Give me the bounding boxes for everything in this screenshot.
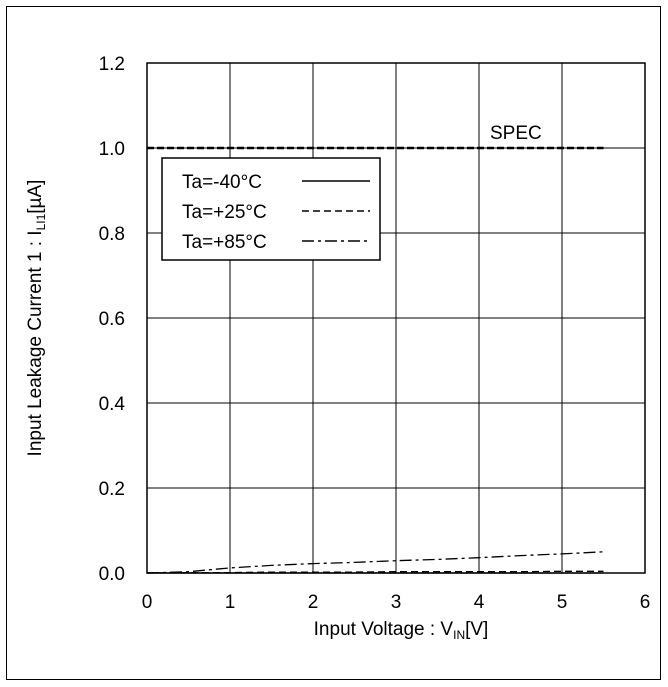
y-tick-labels: 0.0 0.2 0.4 0.6 0.8 1.0 1.2 [99,54,126,585]
x-tick-labels: 0 1 2 3 4 5 6 [142,592,651,613]
y-tick-label: 0.4 [99,394,126,415]
legend-label: Ta=-40°C [182,172,262,193]
y-tick-label: 0.2 [99,479,125,500]
legend-box [161,157,381,261]
y-axis-label: Input Leakage Current 1 : ILI1[µA] [25,180,48,457]
legend-label: Ta=+25°C [182,202,267,223]
legend-label: Ta=+85°C [182,232,267,253]
legend: Ta=-40°C Ta=+25°C Ta=+85°C [161,157,381,261]
grid-lines [146,62,646,574]
x-axis-label: Input Voltage : VIN[V] [314,619,489,642]
series-line [146,570,604,574]
x-tick-label: 0 [142,592,153,613]
x-tick-label: 2 [308,592,319,613]
y-tick-label: 0.0 [99,564,125,585]
spec-annotation: SPEC [490,123,542,144]
x-tick-label: 1 [225,592,236,613]
x-tick-label: 4 [474,592,485,613]
x-tick-label: 3 [391,592,402,613]
y-tick-label: 0.6 [99,309,125,330]
plot-border [146,62,646,574]
figure-frame [6,6,661,680]
series-line [146,551,604,574]
x-tick-label: 5 [557,592,568,613]
y-tick-label: 1.2 [99,54,125,75]
y-tick-label: 0.8 [99,224,125,245]
x-tick-label: 6 [640,592,651,613]
y-tick-label: 1.0 [99,139,125,160]
